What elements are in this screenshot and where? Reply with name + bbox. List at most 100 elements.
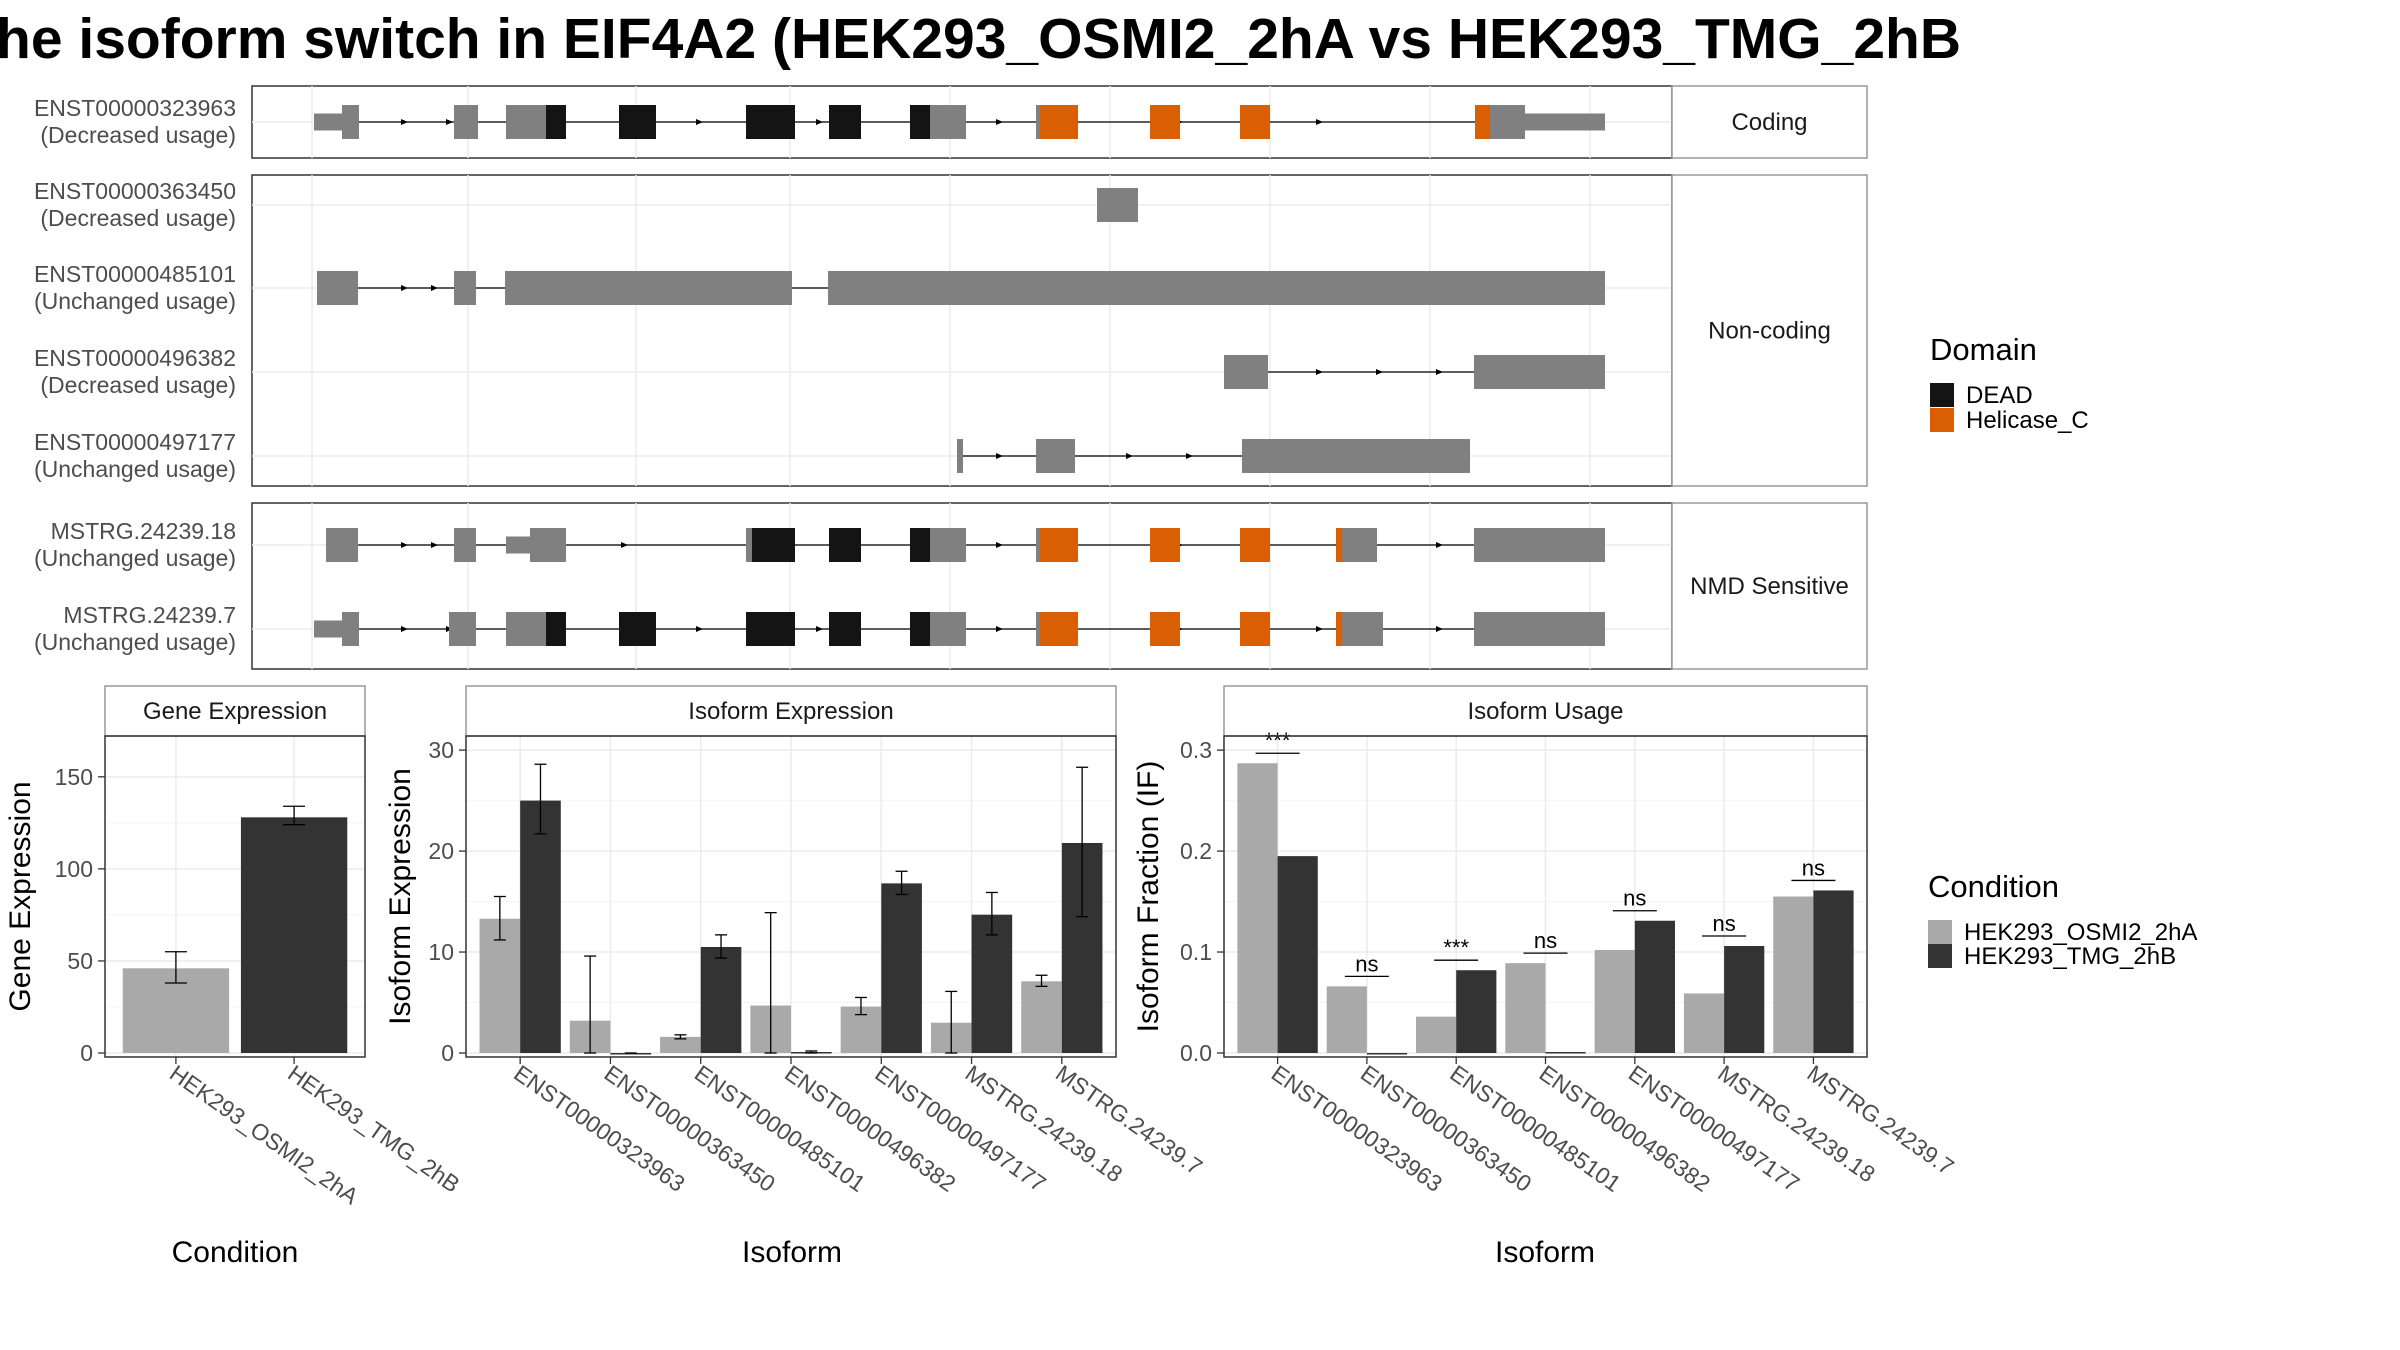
facet-strip-label: Coding <box>1731 109 1807 136</box>
y-tick-label: 10 <box>428 939 454 965</box>
exon <box>454 271 476 305</box>
y-tick-label: 0.1 <box>1180 939 1212 965</box>
exon <box>1036 439 1075 473</box>
intron-arrow-icon <box>1126 453 1133 459</box>
chart-title-strip <box>1223 685 1868 737</box>
exon-domain-dead <box>829 105 861 139</box>
y-axis-title: Isoform Expression <box>384 768 417 1025</box>
intron-arrow-icon <box>996 119 1003 125</box>
transcript-id-label: MSTRG.24239.7 <box>63 602 236 628</box>
exon <box>506 105 546 139</box>
bar <box>1683 993 1725 1053</box>
exon <box>506 612 546 646</box>
exon <box>1097 188 1138 222</box>
exon-domain-dead <box>910 612 930 646</box>
bar <box>881 883 922 1053</box>
x-tick-label: HEK293_OSMI2_2hA <box>165 1060 364 1210</box>
domain-legend-label-helicase: Helicase_C <box>1966 407 2089 434</box>
domain-legend-label-dead: DEAD <box>1966 382 2033 409</box>
exon-domain-dead <box>829 612 861 646</box>
exon <box>317 271 358 305</box>
condition-legend-label-b: HEK293_TMG_2hB <box>1964 943 2176 970</box>
bar <box>700 946 742 1053</box>
exon <box>506 536 530 554</box>
exon-domain-helicase <box>1150 528 1180 562</box>
y-tick-label: 30 <box>428 737 454 763</box>
bar <box>1594 950 1635 1053</box>
facet-strip <box>1671 174 1868 487</box>
intron-arrow-icon <box>401 119 408 125</box>
bar <box>1724 945 1765 1053</box>
y-tick-label: 0.3 <box>1180 737 1212 763</box>
intron-arrow-icon <box>401 285 408 291</box>
intron-arrow-icon <box>621 542 628 548</box>
domain-legend-swatch-dead <box>1930 383 1954 407</box>
exon-domain-dead <box>619 105 656 139</box>
intron-arrow-icon <box>401 542 408 548</box>
exon <box>1490 105 1525 139</box>
exon <box>1036 105 1040 139</box>
intron-arrow-icon <box>996 453 1003 459</box>
exon-domain-helicase <box>1336 528 1342 562</box>
bar <box>1416 1016 1457 1053</box>
exon <box>1342 612 1383 646</box>
exon <box>746 528 752 562</box>
intron-arrow-icon <box>1436 626 1443 632</box>
exon <box>1474 355 1605 389</box>
exon <box>454 528 476 562</box>
intron-arrow-icon <box>446 119 453 125</box>
bar <box>1813 890 1854 1053</box>
structure-facet-panel <box>251 174 1673 487</box>
condition-legend-swatch-a <box>1928 920 1952 944</box>
exon-domain-dead <box>546 105 566 139</box>
facet-strip <box>1671 502 1868 670</box>
intron-arrow-icon <box>431 542 438 548</box>
exon-domain-helicase <box>1040 612 1078 646</box>
bar <box>1456 970 1497 1053</box>
transcript-id-label: ENST00000485101 <box>34 261 236 287</box>
figure-title: he isoform switch in EIF4A2 (HEK293_OSMI… <box>0 7 1961 71</box>
transcript-usage-label: (Decreased usage) <box>40 122 236 148</box>
exon <box>930 105 966 139</box>
exon <box>828 271 1605 305</box>
intron-arrow-icon <box>1436 542 1443 548</box>
y-tick-label: 0.0 <box>1180 1040 1212 1066</box>
facet-strip <box>1671 85 1868 159</box>
exon-domain-dead <box>746 105 795 139</box>
domain-legend-swatch-helicase <box>1930 408 1954 432</box>
exon-domain-helicase <box>1475 105 1490 139</box>
intron-arrow-icon <box>1186 453 1193 459</box>
facet-strip-label: NMD Sensitive <box>1690 573 1849 600</box>
bar <box>1773 896 1814 1053</box>
exon <box>326 528 358 562</box>
legends: Domain DEAD Helicase_C Condition HEK293_… <box>1928 332 2197 970</box>
facet-strip-label: Non-coding <box>1708 318 1831 345</box>
exon-domain-dead <box>546 612 566 646</box>
exon-domain-helicase <box>1240 528 1270 562</box>
y-axis-title: Gene Expression <box>4 781 37 1011</box>
bar <box>1545 1051 1586 1054</box>
chart-title-strip <box>104 685 366 737</box>
exon <box>1036 612 1040 646</box>
exon <box>1224 355 1268 389</box>
exon-domain-dead <box>752 528 795 562</box>
x-tick-label: MSTRG.24239.7 <box>1803 1060 1959 1180</box>
y-tick-label: 20 <box>428 838 454 864</box>
chart-title-strip <box>465 685 1117 737</box>
transcript-usage-label: (Unchanged usage) <box>34 456 236 482</box>
exon <box>1036 528 1040 562</box>
bar <box>1505 963 1546 1053</box>
bar <box>1021 981 1062 1053</box>
significance-label: ns <box>1534 928 1557 953</box>
intron-arrow-icon <box>1376 369 1383 375</box>
bar <box>971 914 1013 1053</box>
significance-label: ns <box>1355 951 1378 976</box>
chart-title: Isoform Usage <box>1467 698 1623 725</box>
intron-arrow-icon <box>696 119 703 125</box>
transcript-usage-label: (Unchanged usage) <box>34 545 236 571</box>
bar <box>1237 763 1278 1053</box>
exon-domain-helicase <box>1150 105 1180 139</box>
exon <box>1474 528 1605 562</box>
y-tick-label: 100 <box>55 856 93 882</box>
